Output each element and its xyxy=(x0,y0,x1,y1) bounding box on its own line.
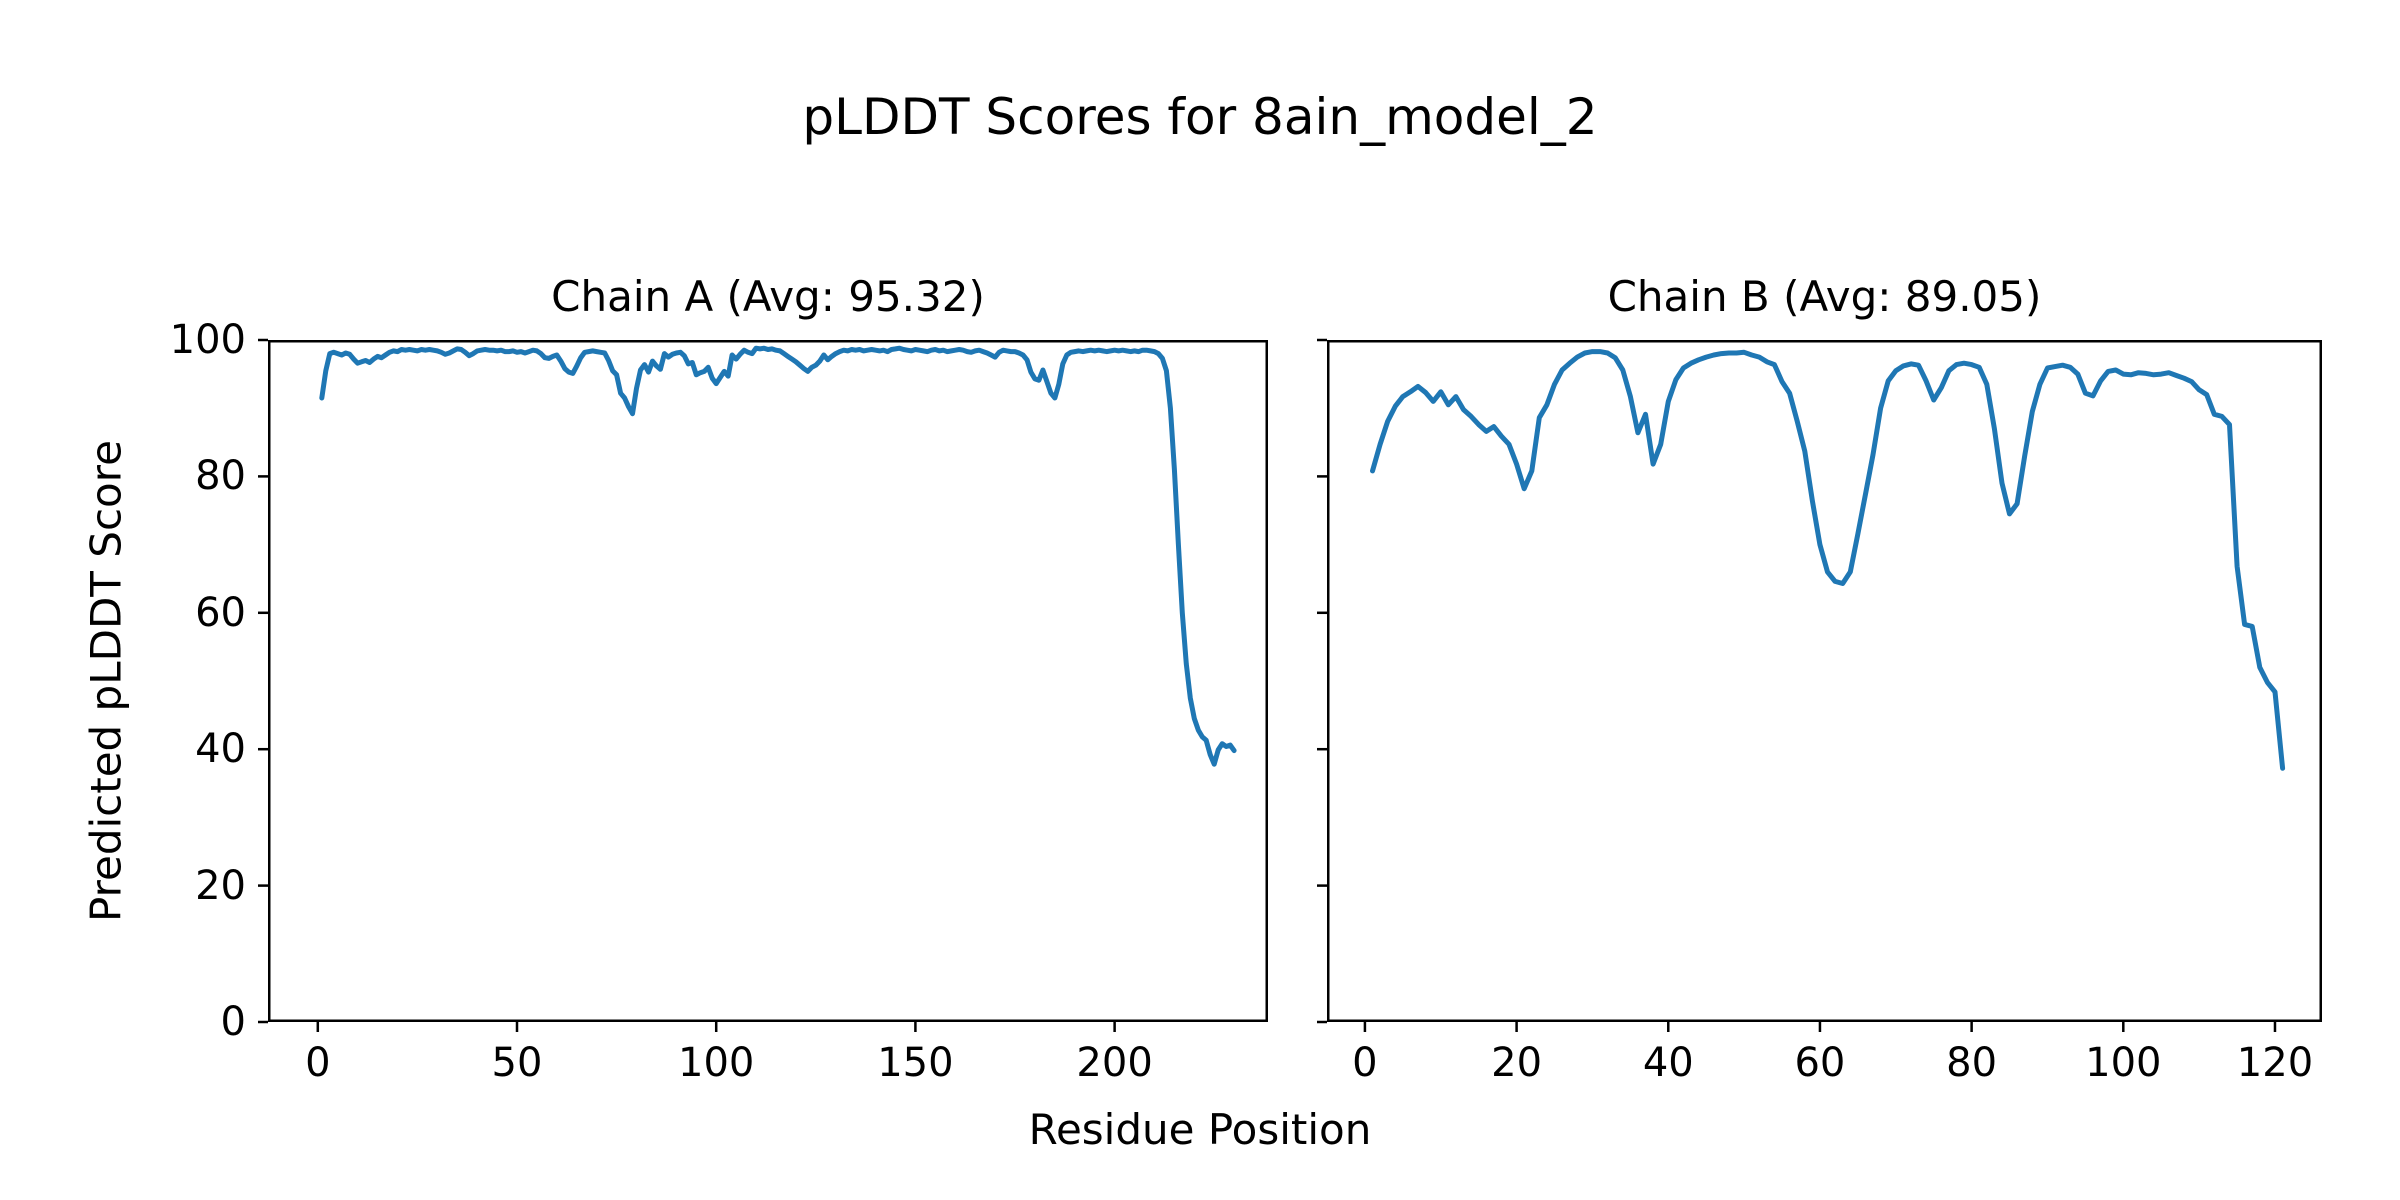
chain-b-plot xyxy=(1317,338,2322,1032)
plddt-line-chain-b xyxy=(1370,349,2286,771)
y-tick-label: 0 xyxy=(220,999,246,1045)
x-tick-label: 200 xyxy=(1076,1040,1153,1086)
x-tick-label: 40 xyxy=(1642,1040,1694,1086)
y-tick-label: 80 xyxy=(195,453,246,500)
y-tick-label: 60 xyxy=(195,589,246,636)
y-tick-label: 40 xyxy=(195,726,246,773)
subplot-chain-a-title: Chain A (Avg: 95.32) xyxy=(551,272,985,321)
x-tick-label: 100 xyxy=(2085,1040,2162,1086)
x-tick-label: 60 xyxy=(1794,1040,1846,1086)
chain-a-plot xyxy=(258,338,1268,1032)
y-axis-label: Predicted pLDDT Score xyxy=(81,440,131,922)
plddt-line-chain-a xyxy=(319,345,1237,767)
figure-title: pLDDT Scores for 8ain_model_2 xyxy=(802,88,1598,146)
axes-spines xyxy=(1327,340,2322,1022)
x-tick-label: 0 xyxy=(305,1040,331,1086)
x-tick-label: 150 xyxy=(877,1040,954,1086)
x-tick-label: 0 xyxy=(1352,1040,1378,1086)
x-tick-label: 20 xyxy=(1491,1040,1543,1086)
x-tick-label: 120 xyxy=(2236,1040,2314,1086)
x-axis-label: Residue Position xyxy=(1028,1105,1372,1154)
subplot-chain-b: Chain B (Avg: 89.05) 0 20 40 60 80 100 120 xyxy=(1317,272,2322,1086)
x-tick-label: 80 xyxy=(1946,1040,1998,1086)
y-tick-label: 20 xyxy=(195,862,246,909)
x-tick-label: 50 xyxy=(491,1040,543,1086)
subplot-chain-a: Chain A (Avg: 95.32) 0 50 100 150 200 0 20 40 60… xyxy=(170,272,1268,1086)
axes-spines xyxy=(268,340,1268,1022)
y-tick-label: 100 xyxy=(169,317,246,363)
subplot-chain-b-title: Chain B (Avg: 89.05) xyxy=(1607,272,2042,321)
x-tick-label: 100 xyxy=(678,1040,755,1086)
